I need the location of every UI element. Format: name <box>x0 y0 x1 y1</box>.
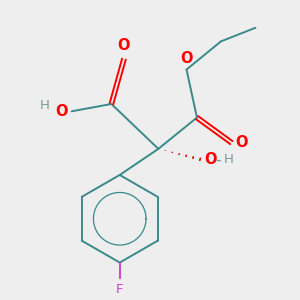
Text: O: O <box>56 104 68 119</box>
Text: O: O <box>180 51 193 66</box>
Text: O: O <box>118 38 130 53</box>
Text: O: O <box>204 152 216 167</box>
Text: O: O <box>235 135 248 150</box>
Text: F: F <box>116 283 124 296</box>
Text: H: H <box>224 153 233 166</box>
Text: -: - <box>216 153 221 168</box>
Text: H: H <box>39 99 49 112</box>
